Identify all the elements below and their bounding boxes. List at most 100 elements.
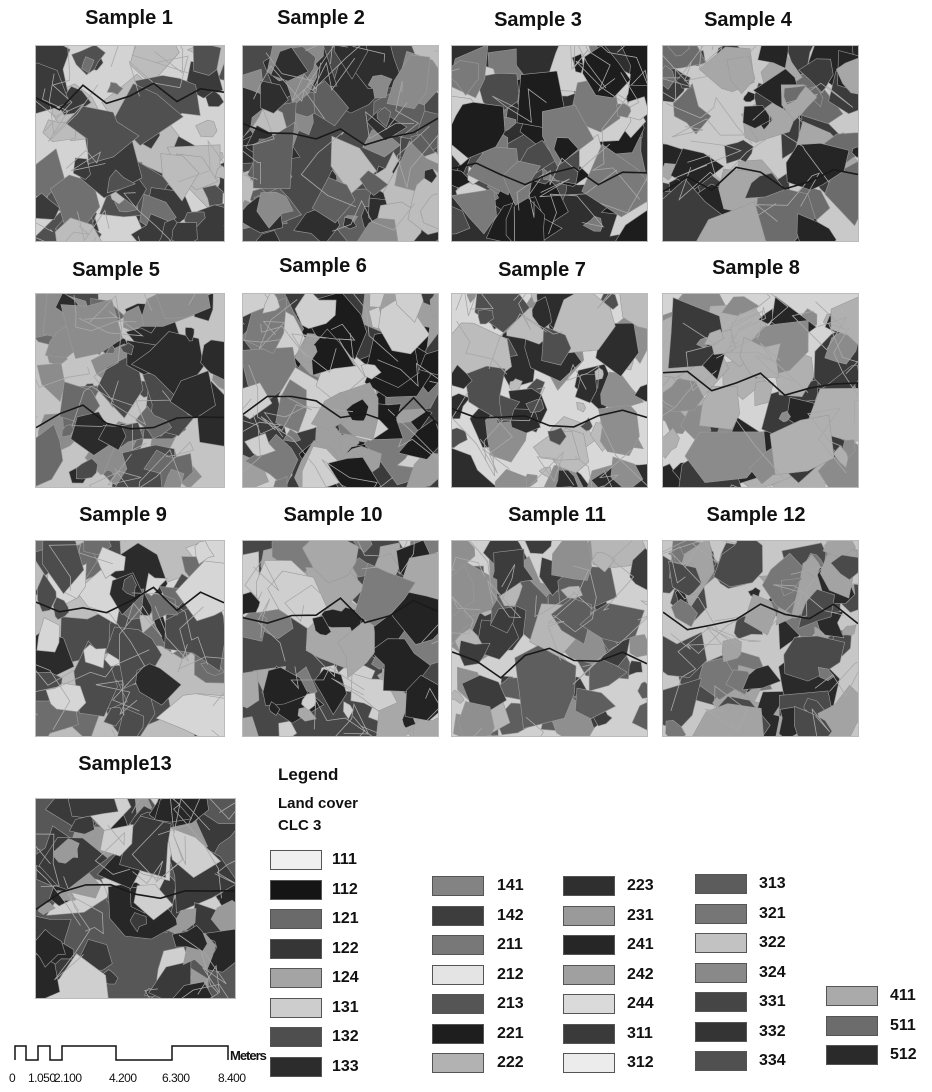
legend-swatch <box>270 909 322 929</box>
scale-bar <box>14 1045 229 1061</box>
river-line <box>36 586 224 614</box>
parcel-boundary <box>492 88 547 123</box>
legend-code: 244 <box>627 995 654 1012</box>
sample-map <box>451 45 648 242</box>
land-cover-patch <box>243 670 260 709</box>
parcel-boundary <box>157 799 235 836</box>
scale-bar-line <box>14 1045 229 1061</box>
river-line <box>663 603 858 631</box>
land-cover-patch <box>551 541 592 581</box>
parcel-boundary <box>331 677 415 736</box>
land-cover-patch <box>458 701 495 736</box>
sample-map <box>35 540 225 737</box>
sample-map <box>35 45 225 242</box>
land-cover-patch <box>452 541 476 577</box>
parcel-boundary <box>395 80 420 166</box>
legend-swatch <box>695 874 747 894</box>
land-cover-patch <box>143 591 178 622</box>
parcel-boundary <box>663 55 693 88</box>
parcel-boundary <box>42 84 99 142</box>
sample-title: Sample 9 <box>79 504 167 526</box>
land-cover-patch <box>663 64 676 90</box>
legend-code: 141 <box>497 877 524 894</box>
land-cover-patch <box>386 54 431 110</box>
parcel-boundary <box>602 541 635 611</box>
parcel-boundary <box>244 558 280 600</box>
legend-swatch <box>563 876 615 896</box>
parcel-boundary <box>95 680 138 716</box>
parcel-boundary <box>553 565 597 633</box>
sample-map <box>451 540 648 737</box>
parcel-boundary <box>525 716 545 736</box>
parcel-boundary <box>177 644 224 673</box>
land-cover-patch <box>171 925 208 952</box>
parcel-boundary <box>94 824 131 875</box>
river-line <box>36 404 224 430</box>
parcel-boundary <box>284 584 356 623</box>
sample-map-graphic <box>452 46 647 241</box>
parcel-boundary <box>110 380 171 426</box>
parcel-boundary <box>248 364 327 487</box>
river-line <box>452 647 647 679</box>
parcel-boundary <box>36 833 60 887</box>
legend-swatch <box>826 1015 878 1036</box>
land-cover-patch <box>793 705 833 736</box>
parcel-boundary <box>678 136 770 201</box>
land-cover-patch <box>532 430 581 461</box>
land-cover-patch <box>796 213 837 241</box>
land-cover-patch <box>406 452 438 487</box>
land-cover-patch <box>270 47 309 82</box>
land-cover-patch <box>452 169 472 189</box>
land-cover-patch <box>135 405 173 439</box>
land-cover-patch <box>256 191 294 229</box>
land-cover-patch <box>123 305 144 331</box>
sample-title: Sample 8 <box>712 257 800 279</box>
land-cover-patch <box>113 83 184 146</box>
legend-code: 133 <box>332 1057 359 1075</box>
parcel-boundary <box>663 67 676 101</box>
river-line <box>452 407 647 428</box>
legend-swatch <box>563 905 615 926</box>
legend-code: 512 <box>890 1046 917 1063</box>
parcel-boundary <box>78 311 144 337</box>
legend-code: 132 <box>332 1028 359 1045</box>
legend-swatch <box>270 879 322 900</box>
legend-code: 231 <box>627 906 654 924</box>
river-line <box>243 597 438 625</box>
legend-swatch <box>432 935 484 955</box>
legend-code: 331 <box>759 993 786 1010</box>
parcel-boundary <box>114 468 129 487</box>
land-cover-patch <box>52 597 70 620</box>
land-cover-patch <box>670 598 698 628</box>
land-cover-patch <box>36 928 66 968</box>
land-cover-patch <box>45 682 87 713</box>
land-cover-patch <box>102 469 115 482</box>
legend-swatch <box>826 1045 878 1065</box>
sample-title: Sample 5 <box>72 259 160 281</box>
land-cover-patch <box>301 692 316 711</box>
sample-map-graphic <box>36 799 235 998</box>
land-cover-patch <box>155 294 211 319</box>
sample-title: Sample 1 <box>85 7 173 29</box>
land-cover-patch <box>663 631 708 678</box>
parcel-boundary <box>360 687 438 736</box>
sample-map-graphic <box>36 46 224 241</box>
land-cover-patch <box>575 687 617 720</box>
land-cover-patch <box>698 385 741 430</box>
legend-code: 324 <box>759 963 786 981</box>
parcel-boundary <box>574 449 632 487</box>
land-cover-patch <box>260 80 289 114</box>
land-cover-patch <box>798 58 834 94</box>
land-cover-patch <box>667 545 685 563</box>
land-cover-patch <box>423 168 438 184</box>
land-cover-patch <box>195 119 218 138</box>
land-cover-patch <box>310 391 356 431</box>
scale-unit: Meters <box>230 1048 267 1063</box>
land-cover-patch <box>294 294 337 329</box>
land-cover-patch <box>313 80 349 127</box>
sample-title: Sample 12 <box>706 504 806 526</box>
river-line <box>663 166 858 193</box>
land-cover-patch <box>835 57 858 95</box>
parcel-boundary <box>131 592 209 665</box>
land-cover-patch <box>494 468 528 487</box>
